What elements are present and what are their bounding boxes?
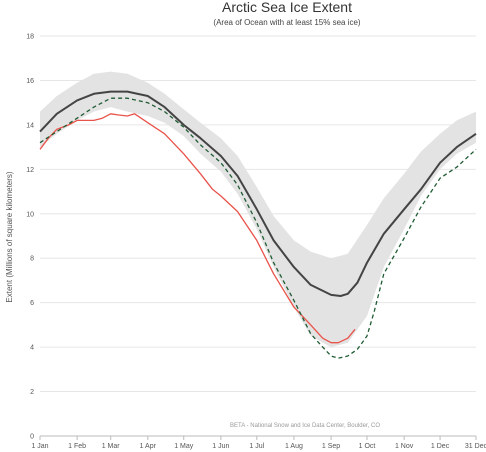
range-band-area — [40, 71, 476, 348]
x-tick-label: 1 Dec — [431, 443, 450, 450]
y-tick-label: 0 — [30, 434, 34, 441]
y-tick-label: 12 — [26, 167, 34, 174]
x-tick-label: 1 Nov — [395, 443, 414, 450]
axes: 0 2 4 6 8 10 12 14 16 18 1 Jan 1 Feb 1 Mar 1 Apr 1 May… — [26, 34, 486, 451]
y-tick-label: 8 — [30, 256, 34, 263]
chart-title: Arctic Sea Ice Extent — [222, 0, 352, 15]
series-line-2 — [39, 113, 356, 344]
x-tick-label: 1 Mar — [102, 443, 121, 450]
y-tick-label: 18 — [26, 34, 34, 41]
series-line-3 — [39, 97, 477, 359]
range-band — [40, 71, 476, 348]
x-tick-label: 1 Jan — [31, 443, 48, 450]
y-axis-label: Extent (Millions of square kilometers) — [5, 171, 14, 302]
x-tick-label: 1 Aug — [285, 443, 303, 450]
series-line-1 — [39, 90, 477, 297]
chart-subtitle: (Area of Ocean with at least 15% sea ice… — [213, 18, 361, 27]
y-tick-label: 6 — [30, 300, 34, 307]
chart-credit: BETA - National Snow and Ice Data Center… — [230, 423, 380, 429]
x-tick-label: 1 Feb — [68, 443, 86, 450]
x-tick-label: 1 Oct — [359, 443, 376, 450]
y-tick-label: 2 — [30, 389, 34, 396]
y-tick-label: 10 — [26, 211, 34, 218]
series-lines — [39, 90, 477, 359]
x-tick-label: 1 Sep — [322, 443, 340, 450]
y-tick-label: 4 — [30, 345, 34, 352]
x-tick-label: 1 Apr — [140, 443, 157, 450]
x-tick-label: 1 May — [174, 443, 194, 450]
x-tick-label: 31 Dec — [465, 443, 486, 450]
x-tick-label: 1 Jun — [212, 443, 229, 450]
y-tick-label: 14 — [26, 122, 34, 129]
x-tick-label: 1 Jul — [249, 443, 264, 450]
y-tick-label: 16 — [26, 78, 34, 85]
